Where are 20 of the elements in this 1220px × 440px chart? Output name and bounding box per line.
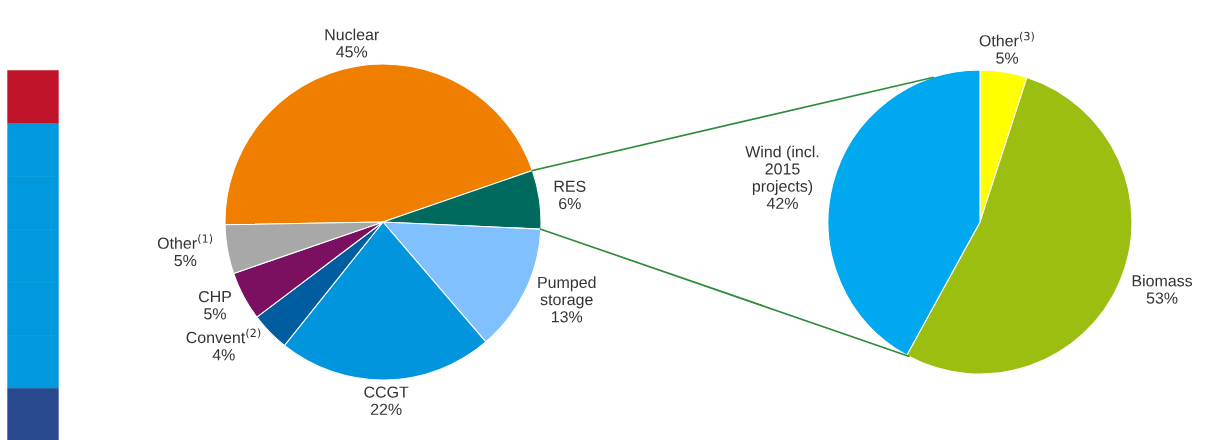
data-label: 4%: [212, 349, 235, 361]
slice-label: Biomass: [1132, 274, 1193, 287]
slice-label: CCGT: [364, 386, 409, 398]
data-label: 22%: [370, 403, 402, 415]
slice-label: RES: [554, 180, 586, 192]
slice-label: Other$^{(3)}$: [979, 31, 1034, 47]
slice-label: Wind (incl. 2015 projects): [745, 145, 819, 195]
slice-label: CHP: [198, 290, 232, 303]
data-label: 53%: [1146, 292, 1178, 304]
data-label: 5%: [204, 308, 226, 320]
slice-label: Pumped storage: [538, 276, 596, 309]
data-label: 13%: [551, 311, 583, 323]
data-label: 5%: [174, 254, 197, 267]
data-label: 45%: [336, 46, 368, 58]
slice-label: Other$^{(1)}$: [157, 234, 213, 249]
data-label: 42%: [766, 197, 798, 209]
data-label: 6%: [559, 197, 581, 210]
slice-label: Nuclear: [325, 28, 379, 41]
slice-label: Convent$^{(2)}$: [186, 328, 261, 344]
data-label: 5%: [996, 52, 1019, 64]
